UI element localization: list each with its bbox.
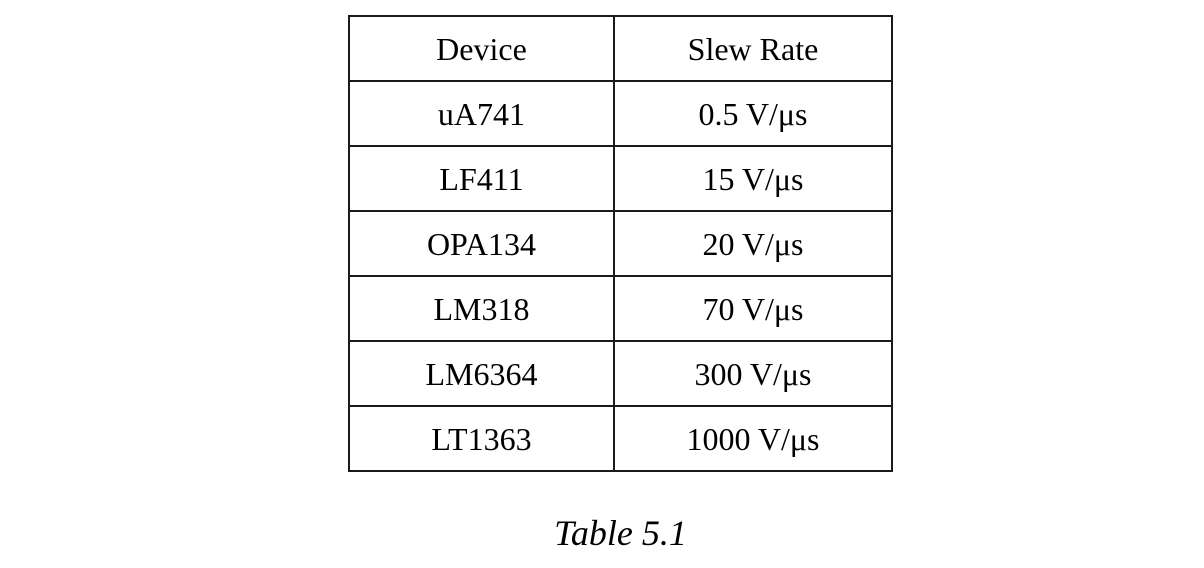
column-header-slew-rate: Slew Rate (612, 15, 894, 82)
column-header-device: Device (348, 15, 615, 82)
slew-rate-cell: 70 V/μs (612, 275, 894, 342)
slew-rate-cell: 15 V/μs (612, 145, 894, 212)
device-cell: uA741 (348, 80, 615, 147)
device-cell: OPA134 (348, 210, 615, 277)
slew-rate-table: Device Slew Rate uA741 0.5 V/μs LF411 15… (348, 15, 894, 472)
device-cell: LM6364 (348, 340, 615, 407)
device-cell: LF411 (348, 145, 615, 212)
slew-rate-table-container: Device Slew Rate uA741 0.5 V/μs LF411 15… (348, 15, 894, 472)
table-row: LM6364 300 V/μs (348, 340, 894, 407)
slew-rate-cell: 20 V/μs (612, 210, 894, 277)
table-row: LT1363 1000 V/μs (348, 405, 894, 472)
table-caption: Table 5.1 (554, 513, 687, 553)
table-row: LF411 15 V/μs (348, 145, 894, 212)
slew-rate-cell: 0.5 V/μs (612, 80, 894, 147)
table-row: OPA134 20 V/μs (348, 210, 894, 277)
table-row: uA741 0.5 V/μs (348, 80, 894, 147)
table-header-row: Device Slew Rate (348, 15, 894, 82)
table-row: LM318 70 V/μs (348, 275, 894, 342)
slew-rate-cell: 300 V/μs (612, 340, 894, 407)
slew-rate-cell: 1000 V/μs (612, 405, 894, 472)
device-cell: LM318 (348, 275, 615, 342)
device-cell: LT1363 (348, 405, 615, 472)
